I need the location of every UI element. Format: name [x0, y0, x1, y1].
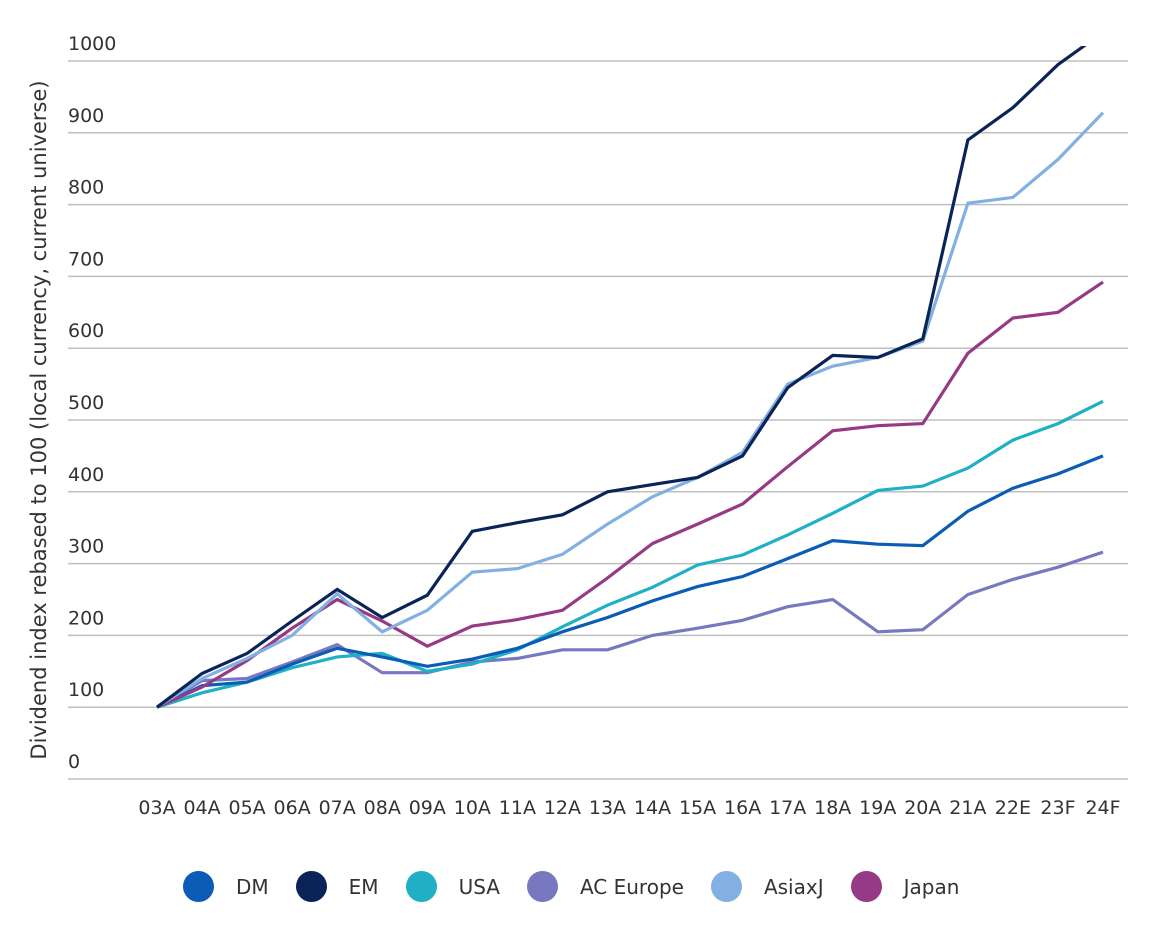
legend-item-asiaxj: AsiaxJ: [710, 871, 824, 902]
legend-label: AC Europe: [579, 874, 684, 899]
y-axis-ticks: 0 100 200 300 400 500 600 700 800 900 1000: [68, 33, 116, 773]
x-tick-label: 10A: [454, 797, 491, 819]
legend-item-dm: DM: [183, 871, 269, 902]
x-tick-label: 03A: [138, 797, 175, 819]
x-tick-label: 12A: [544, 797, 581, 819]
gridlines: [68, 60, 1128, 780]
x-tick-label: 09A: [409, 797, 446, 819]
legend-swatch-icon: [405, 871, 437, 902]
legend-label: AsiaxJ: [763, 874, 824, 899]
series-line-dm: [156, 454, 1104, 709]
x-tick-label: 08A: [364, 797, 401, 819]
x-tick-label: 05A: [229, 797, 266, 819]
x-tick-label: 14A: [634, 797, 671, 819]
y-tick-label: 600: [68, 320, 104, 342]
x-axis-ticks: 03A 04A 05A 06A 07A 08A 09A 10A 11A 12A 13A 14A 15A 1…: [138, 797, 1120, 819]
x-tick-label: 18A: [814, 797, 851, 819]
legend: DM EM USA AC Europe AsiaxJ Japan: [183, 871, 986, 902]
legend-swatch-icon: [850, 871, 882, 902]
x-tick-label: 23F: [1040, 797, 1075, 819]
x-tick-label: 21A: [949, 797, 986, 819]
y-axis-label: Dividend index rebased to 100 (local cur…: [27, 80, 51, 759]
series-line-usa: [156, 399, 1104, 709]
x-tick-label: 13A: [589, 797, 626, 819]
y-tick-label: 800: [68, 177, 104, 199]
legend-label: Japan: [903, 874, 960, 899]
legend-item-japan: Japan: [850, 871, 960, 902]
x-tick-label: 11A: [499, 797, 536, 819]
legend-swatch-icon: [295, 871, 327, 902]
legend-swatch-icon: [710, 871, 742, 902]
y-tick-label: 700: [68, 248, 104, 270]
x-tick-label: 20A: [904, 797, 941, 819]
series-line-asiaxj: [156, 111, 1105, 709]
y-tick-label: 400: [68, 464, 104, 486]
y-tick-label: 200: [68, 607, 104, 629]
x-tick-label: 04A: [183, 797, 220, 819]
x-tick-label: 07A: [319, 797, 356, 819]
x-tick-label: 24F: [1085, 797, 1120, 819]
series-line-em: [156, 46, 1087, 709]
legend-swatch-icon: [526, 871, 558, 902]
x-tick-label: 15A: [679, 797, 716, 819]
x-tick-label: 17A: [769, 797, 806, 819]
x-tick-label: 16A: [724, 797, 761, 819]
series-line-ac-europe: [156, 550, 1104, 709]
y-tick-label: 100: [68, 679, 104, 701]
y-tick-label: 0: [68, 751, 80, 773]
y-tick-label: 500: [68, 392, 104, 414]
legend-swatch-icon: [183, 871, 214, 902]
y-tick-label: 900: [68, 105, 104, 127]
y-tick-label: 1000: [68, 33, 116, 55]
legend-item-usa: USA: [405, 871, 500, 902]
x-tick-label: 22E: [995, 797, 1031, 819]
series-lines: [156, 46, 1105, 709]
x-tick-label: 19A: [859, 797, 896, 819]
legend-label: DM: [236, 874, 269, 899]
legend-item-em: EM: [295, 871, 379, 902]
legend-label: USA: [458, 874, 500, 899]
legend-label: EM: [348, 874, 379, 899]
legend-item-ac-europe: AC Europe: [526, 871, 684, 902]
x-tick-label: 06A: [274, 797, 311, 819]
y-tick-label: 300: [68, 536, 104, 558]
